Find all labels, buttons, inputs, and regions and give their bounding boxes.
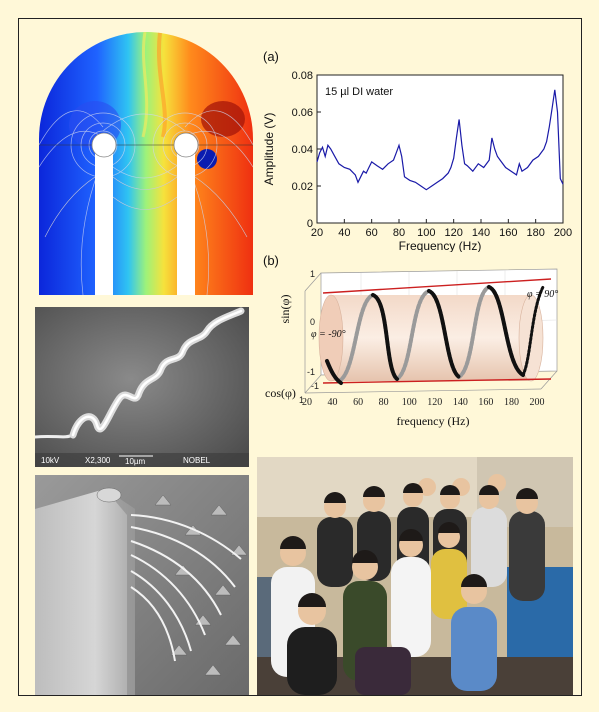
chart-b-x-tick-label: 20: [302, 397, 312, 408]
cantilever-block: [35, 489, 135, 695]
chart-b-x-tick-label: 140: [453, 397, 468, 408]
chart-b-x-tick-label: 120: [427, 397, 442, 408]
chart-b: (b): [261, 251, 573, 429]
chart-b-x-tick-label: 80: [379, 397, 389, 408]
sem-cantilever-image: [35, 475, 249, 695]
chart-b-z-tick-label: 1: [310, 269, 315, 279]
chart-a-plot-area: [316, 74, 564, 224]
chart-a-x-tick-label: 120: [444, 227, 462, 239]
chart-a-y-axis-label: Amplitude (V): [262, 113, 276, 186]
sem-label: NOBEL: [183, 456, 211, 465]
chart-b-x-tick-label: 40: [328, 397, 338, 408]
chart-a-y-tick-label: 0.02: [292, 181, 313, 193]
sem-magnification: X2,300: [85, 456, 111, 465]
group-people: [271, 474, 545, 695]
figure-frame: (a) 15 µl DI water 0 0.02 0.04 0.06 0.08 20 4…: [18, 18, 582, 696]
chart-a-x-tick-label: 160: [499, 227, 517, 239]
sem-helix-image: 10kV X2,300 10µm NOBEL: [35, 307, 249, 467]
chart-a-x-tick-label: 40: [338, 227, 350, 239]
chart-a-y-tick-label: 0.08: [292, 70, 313, 82]
chart-a-series-line: [316, 89, 564, 191]
chart-b-cos-tick-neg: -1: [311, 381, 319, 391]
sem-kv: 10kV: [41, 456, 60, 465]
chart-b-annotation-minus: φ = -90°: [311, 329, 346, 340]
chart-b-z-tick-label: 0: [310, 317, 315, 327]
chart-b-x-axis-label: frequency (Hz): [397, 414, 470, 428]
chart-b-z-tick-label: -1: [307, 367, 315, 377]
chart-a-y-tick-label: 0.06: [292, 107, 313, 119]
chart-a-x-axis-label: Frequency (Hz): [399, 239, 482, 252]
chart-b-panel-label: (b): [263, 253, 279, 268]
chart-a-x-tick-label: 80: [393, 227, 405, 239]
chart-b-x-tick-label: 60: [353, 397, 363, 408]
chart-a-x-tick-label: 20: [311, 227, 323, 239]
chart-a: (a) 15 µl DI water 0 0.02 0.04 0.06 0.08 20 4…: [261, 47, 573, 252]
chart-a-annotation: 15 µl DI water: [325, 86, 393, 98]
chart-b-x-tick-label: 200: [530, 397, 545, 408]
chart-a-y-tick-label: 0.04: [292, 144, 313, 156]
chart-b-cylinder: [318, 294, 544, 382]
chart-b-annotation-plus: φ = 90°: [527, 289, 558, 300]
chart-a-x-tick-label: 140: [472, 227, 490, 239]
chart-b-x-tick-label: 160: [478, 397, 493, 408]
chart-b-x-tick-label: 180: [504, 397, 519, 408]
chart-b-x-tick-label: 100: [402, 397, 417, 408]
chart-b-plus90-line: [322, 278, 552, 294]
chart-b-cos-axis-label: cos(φ): [265, 386, 296, 400]
field-simulation-image: [35, 27, 257, 295]
group-photo: [257, 457, 573, 695]
chart-a-x-tick-label: 200: [554, 227, 572, 239]
sem-scale-label: 10µm: [125, 457, 146, 466]
chart-a-panel-label: (a): [263, 49, 279, 64]
chart-b-minus90-line: [322, 378, 552, 384]
chart-b-sin-axis-label: sin(φ): [278, 295, 292, 324]
chart-b-cos-tick-pos: 1: [299, 395, 304, 405]
chart-a-x-tick-label: 180: [526, 227, 544, 239]
chart-a-y-tick-label: 0: [307, 218, 313, 230]
chart-a-x-tick-label: 60: [366, 227, 378, 239]
chart-b-helix: [325, 285, 545, 385]
chart-a-x-tick-label: 100: [417, 227, 435, 239]
